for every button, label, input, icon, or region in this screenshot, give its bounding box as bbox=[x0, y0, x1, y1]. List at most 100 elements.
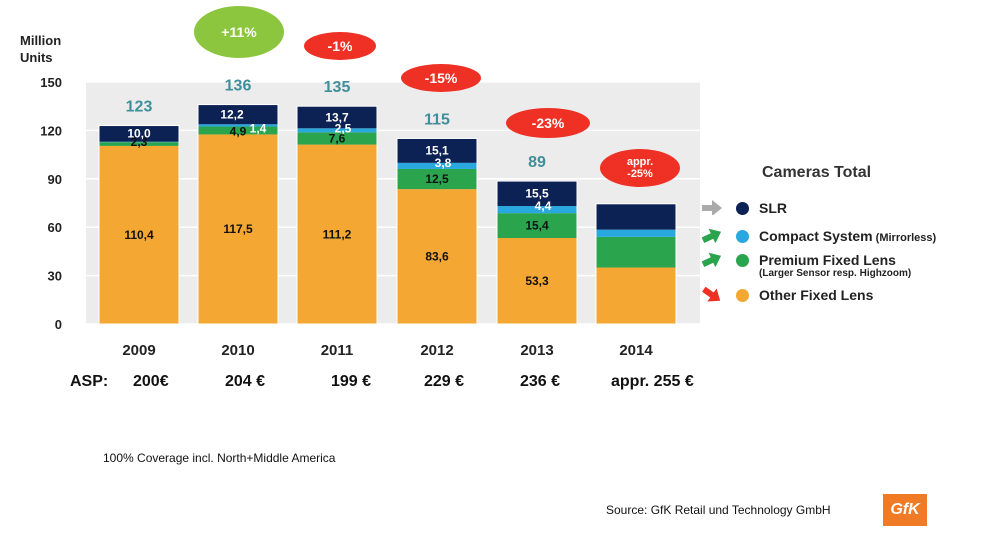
change-bubble-2013 bbox=[506, 108, 590, 138]
change-bubble-2011 bbox=[304, 32, 376, 60]
legend-label: Premium Fixed Lens (Larger Sensor resp. H… bbox=[759, 252, 912, 279]
bar-slr-2009 bbox=[99, 125, 179, 142]
bar-slr-2012 bbox=[397, 138, 477, 163]
bar-compact-system-2012 bbox=[397, 162, 477, 169]
change-label-2014: appr. bbox=[627, 156, 653, 168]
asp-value-2013: 236 € bbox=[520, 373, 561, 390]
x-tick-label-2013: 2013 bbox=[520, 342, 553, 359]
bar-compact-system-2014 bbox=[596, 229, 676, 237]
segment-label-other-fixed-lens-2013: 53,3 bbox=[525, 274, 549, 288]
segment-label-slr-2013: 15,5 bbox=[525, 187, 549, 201]
segment-label-other-fixed-lens-2010: 117,5 bbox=[223, 222, 253, 236]
legend-item-compact-system: Compact System (Mirrorless) bbox=[736, 228, 936, 246]
segment-label-premium-fixed-lens-2010: 4,9 bbox=[230, 124, 247, 138]
segment-label-slr-2011: 13,7 bbox=[325, 110, 349, 124]
legend-swatch bbox=[736, 289, 749, 302]
bar-other-fixed-lens-2009 bbox=[99, 145, 179, 324]
bar-outline bbox=[296, 105, 378, 325]
legend-label: Compact System (Mirrorless) bbox=[759, 228, 937, 244]
legend-label-sub: (Larger Sensor resp. Highzoom) bbox=[759, 268, 912, 279]
bar-other-fixed-lens-2010 bbox=[198, 134, 278, 324]
y-tick-label: 120 bbox=[40, 123, 62, 138]
total-2010: 136 bbox=[225, 78, 252, 95]
segment-label-other-fixed-lens-2011: 111,2 bbox=[323, 227, 352, 241]
y-tick-label: 150 bbox=[40, 75, 62, 90]
bar-other-fixed-lens-2013 bbox=[497, 238, 577, 324]
bar-other-fixed-lens-2014 bbox=[596, 267, 676, 324]
bar-compact-system-2013 bbox=[497, 206, 577, 214]
y-tick-label: 90 bbox=[48, 172, 62, 187]
asp-value-2010: 204 € bbox=[225, 373, 266, 390]
bar-outline bbox=[496, 180, 578, 325]
change-bubble-2014 bbox=[600, 149, 680, 187]
asp-value-2011: 199 € bbox=[331, 373, 372, 390]
legend-label-suffix: (Mirrorless) bbox=[872, 232, 937, 244]
segment-label-compact-system-2011: 2,5 bbox=[335, 121, 352, 135]
segment-label-premium-fixed-lens-2012: 12,5 bbox=[425, 172, 449, 186]
y-tick-label: 60 bbox=[48, 220, 62, 235]
x-tick-label-2014: 2014 bbox=[619, 342, 653, 359]
bar-outline bbox=[396, 137, 478, 325]
segment-label-other-fixed-lens-2012: 83,6 bbox=[425, 250, 449, 264]
bar-outline bbox=[595, 203, 677, 325]
y-axis-title: Units bbox=[20, 50, 53, 65]
legend-title: Cameras Total bbox=[762, 164, 872, 181]
change-label-2014: -25% bbox=[627, 168, 653, 180]
legend-swatch bbox=[736, 202, 749, 215]
asp-value-2012: 229 € bbox=[424, 373, 465, 390]
bar-slr-2014 bbox=[596, 203, 676, 230]
total-2013: 89 bbox=[528, 154, 546, 171]
bar-compact-system-2011 bbox=[297, 128, 377, 133]
segment-label-compact-system-2010: 1,4 bbox=[250, 121, 267, 135]
bar-compact-system-2010 bbox=[198, 124, 278, 127]
change-label-2011: -1% bbox=[328, 38, 353, 54]
change-label-2013: -23% bbox=[532, 115, 565, 131]
legend-item-premium-fixed-lens: Premium Fixed Lens (Larger Sensor resp. H… bbox=[736, 252, 911, 280]
change-bubble-2010 bbox=[194, 6, 284, 58]
asp-value-2014: appr. 255 € bbox=[611, 373, 694, 390]
asp-value-2009: 200€ bbox=[133, 373, 169, 390]
bar-other-fixed-lens-2012 bbox=[397, 189, 477, 324]
bar-outline bbox=[197, 104, 279, 325]
x-tick-label-2012: 2012 bbox=[420, 342, 453, 359]
bar-slr-2013 bbox=[497, 181, 577, 207]
segment-label-premium-fixed-lens-2013: 15,4 bbox=[525, 219, 549, 233]
bar-premium-fixed-lens-2009 bbox=[99, 142, 179, 146]
segment-label-premium-fixed-lens-2009: 2,3 bbox=[131, 135, 148, 149]
segment-label-compact-system-2012: 3,8 bbox=[435, 156, 452, 170]
bar-premium-fixed-lens-2014 bbox=[596, 236, 676, 268]
bar-premium-fixed-lens-2011 bbox=[297, 132, 377, 145]
bar-premium-fixed-lens-2013 bbox=[497, 213, 577, 239]
y-tick-label: 0 bbox=[55, 317, 62, 332]
segment-label-compact-system-2013: 4,4 bbox=[535, 199, 552, 213]
trend-flat-arrow-icon bbox=[702, 200, 722, 215]
bar-slr-2010 bbox=[198, 104, 278, 125]
segment-label-slr-2012: 15,1 bbox=[425, 144, 449, 158]
legend-swatch bbox=[736, 254, 749, 267]
total-2009: 123 bbox=[126, 99, 153, 116]
y-tick-label: 30 bbox=[48, 269, 62, 284]
change-bubble-2012 bbox=[401, 64, 481, 92]
legend-swatch bbox=[736, 230, 749, 243]
legend-item-slr: SLR bbox=[736, 200, 787, 216]
segment-label-premium-fixed-lens-2011: 7,6 bbox=[329, 131, 346, 145]
x-tick-label-2009: 2009 bbox=[122, 342, 155, 359]
bar-outline bbox=[98, 125, 180, 325]
bar-premium-fixed-lens-2012 bbox=[397, 168, 477, 190]
x-tick-label-2011: 2011 bbox=[321, 342, 354, 359]
asp-label: ASP: bbox=[70, 373, 109, 390]
change-label-2012: -15% bbox=[425, 70, 458, 86]
trend-down-arrow-icon bbox=[702, 286, 721, 302]
segment-label-slr-2009: 10,0 bbox=[127, 127, 151, 141]
total-2012: 115 bbox=[424, 111, 450, 128]
bar-other-fixed-lens-2011 bbox=[297, 144, 377, 324]
source-text: Source: GfK Retail und Technology GmbH bbox=[606, 503, 831, 517]
total-2011: 135 bbox=[324, 79, 351, 96]
trend-up-arrow-icon bbox=[701, 228, 722, 243]
legend-item-other-fixed-lens: Other Fixed Lens bbox=[736, 287, 873, 303]
legend-label: SLR bbox=[759, 200, 787, 216]
coverage-footnote: 100% Coverage incl. North+Middle America bbox=[103, 451, 336, 465]
gfk-logo: GfK bbox=[883, 494, 927, 526]
change-label-2010: +11% bbox=[221, 24, 257, 40]
segment-label-slr-2010: 12,2 bbox=[220, 107, 244, 121]
